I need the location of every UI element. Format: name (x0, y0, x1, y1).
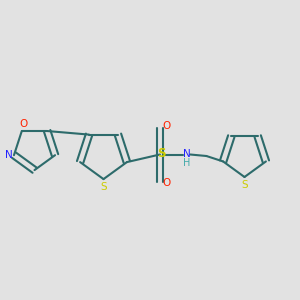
Text: O: O (163, 121, 171, 131)
Text: S: S (100, 182, 107, 193)
Text: N: N (5, 150, 12, 160)
Text: O: O (19, 118, 27, 128)
Text: H: H (183, 158, 190, 168)
Text: N: N (183, 148, 190, 159)
Text: S: S (157, 147, 166, 160)
Text: O: O (163, 178, 171, 188)
Text: S: S (241, 180, 248, 190)
